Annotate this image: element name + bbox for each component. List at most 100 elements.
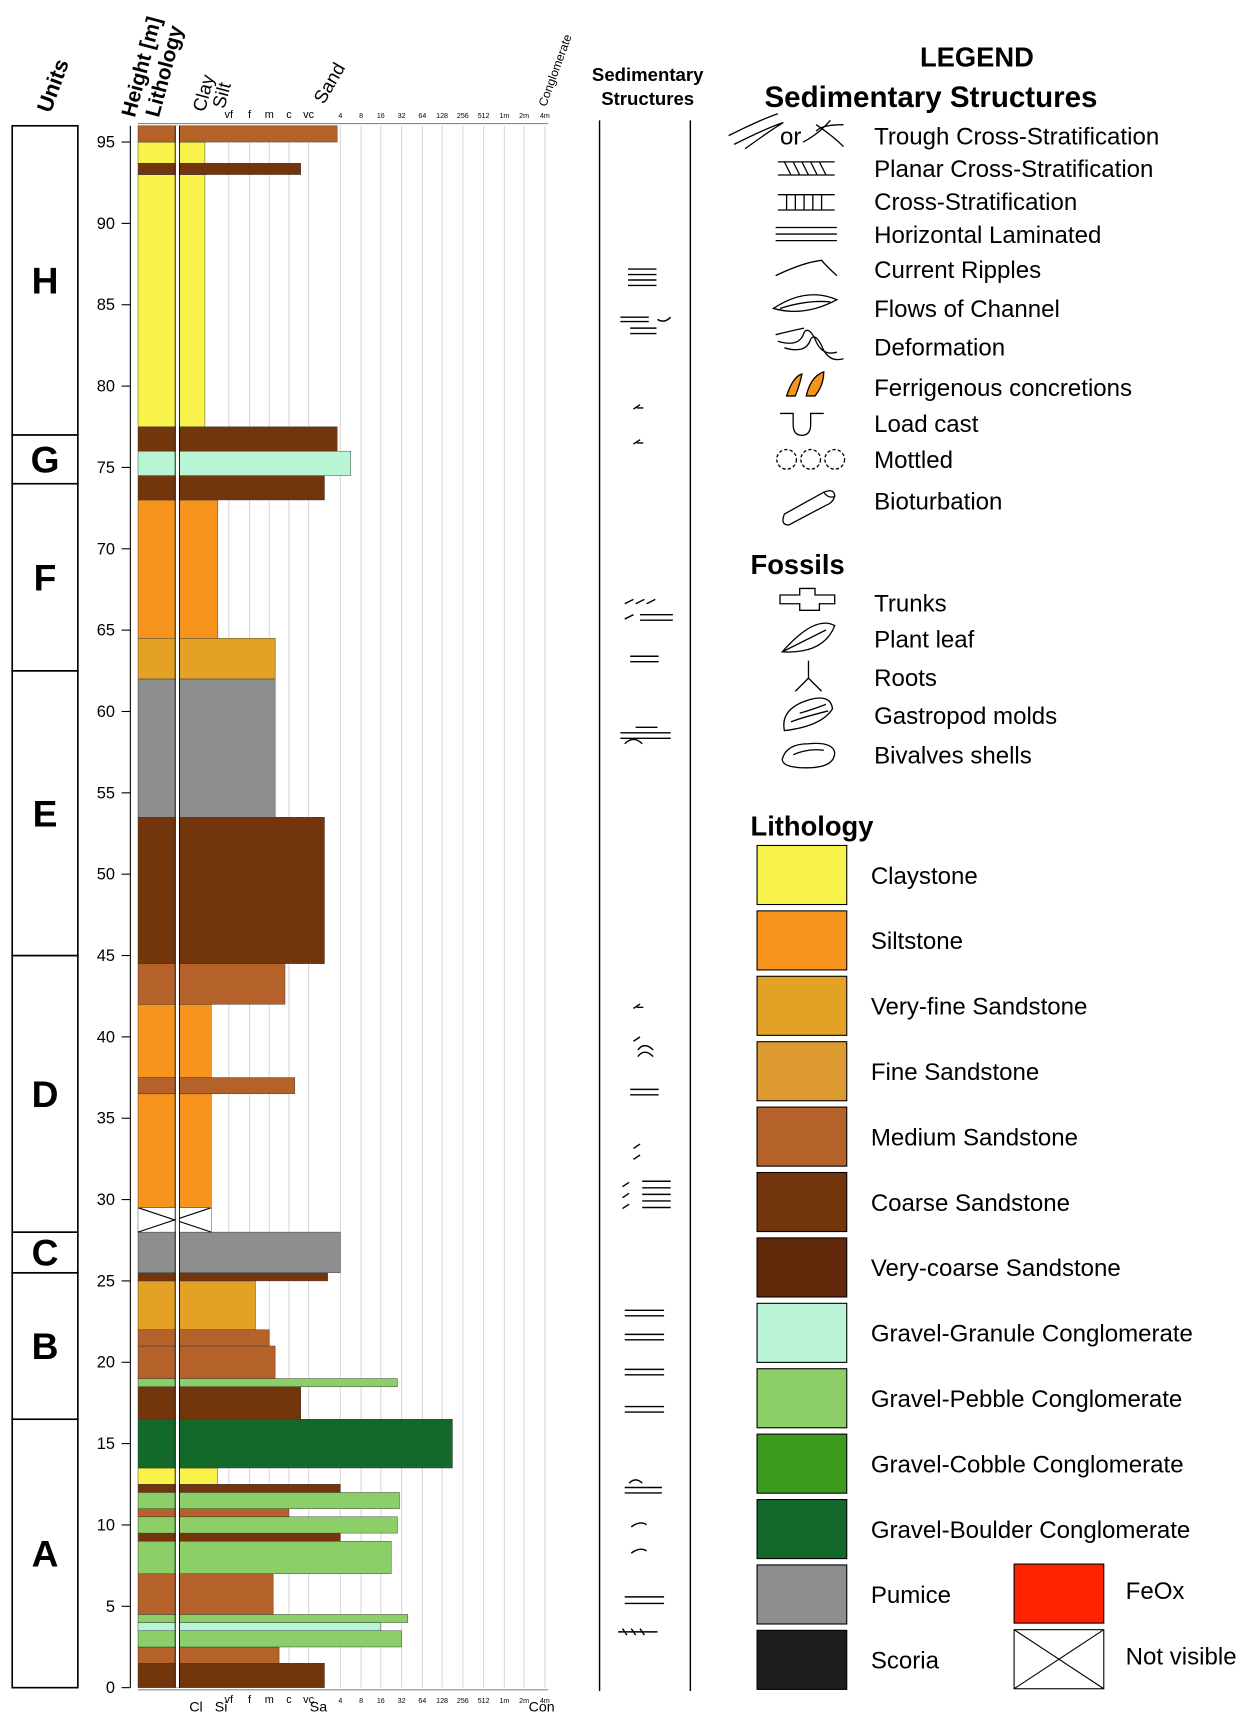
lithology-label: Claystone <box>871 863 978 890</box>
height-tick-label: 90 <box>97 215 115 233</box>
lithology-swatch <box>757 1434 847 1493</box>
grain-tick-label: 16 <box>377 112 385 120</box>
lithology-swatch <box>757 1565 847 1624</box>
structures-header: Structures <box>601 88 694 109</box>
height-tick-label: 35 <box>97 1110 115 1128</box>
bed <box>138 1663 324 1687</box>
grain-tick-label: 32 <box>398 1697 406 1705</box>
bed <box>138 964 285 1005</box>
bed <box>138 1574 273 1615</box>
lithology-label: Coarse Sandstone <box>871 1190 1070 1217</box>
grain-tick-label: 128 <box>436 112 448 120</box>
legend-subtitle: Lithology <box>751 811 875 842</box>
bed <box>138 1346 275 1379</box>
bed <box>138 638 275 679</box>
figure: vfvfffmmccvcvc44881616323264641281282562… <box>0 0 1256 1715</box>
lithology-swatch <box>757 911 847 970</box>
bed <box>138 1387 301 1420</box>
bed <box>138 1078 295 1094</box>
grain-tick-label: c <box>286 1694 292 1706</box>
structure-label: Mottled <box>874 447 953 474</box>
extra-label: FeOx <box>1126 1578 1185 1605</box>
bed <box>138 1623 381 1631</box>
structure-label: Current Ripples <box>874 257 1041 284</box>
height-tick-label: 60 <box>97 703 115 721</box>
height-tick-label: 20 <box>97 1354 115 1372</box>
grain-tick-label: 512 <box>478 1697 490 1705</box>
grain-class-bottom: Sa <box>310 1700 327 1715</box>
bed <box>138 1232 340 1273</box>
grain-tick-label: f <box>248 1694 252 1706</box>
grain-tick-label: 8 <box>359 1697 363 1705</box>
lithology-swatch <box>757 1107 847 1166</box>
page: {"header": {"units": "Units", "height": … <box>0 0 1256 1715</box>
structure-label: Flows of Channel <box>874 296 1060 323</box>
height-tick-label: 15 <box>97 1435 115 1453</box>
lithology-swatch <box>757 1369 847 1428</box>
bed <box>138 1484 340 1492</box>
structure-label: Deformation <box>874 334 1005 361</box>
grain-tick-label: 1m <box>499 112 509 120</box>
legend-icons <box>729 114 845 768</box>
unit-label: G <box>31 438 60 480</box>
fossil-label: Roots <box>874 665 937 692</box>
height-tick-label: 55 <box>97 784 115 802</box>
lithology-label: Gravel-Pebble Conglomerate <box>871 1386 1182 1413</box>
lithology-label: Scoria <box>871 1648 940 1675</box>
bed <box>138 175 205 427</box>
lithology-label: Pumice <box>871 1582 951 1609</box>
bed <box>138 1509 289 1517</box>
height-tick-label: 80 <box>97 378 115 396</box>
lithology-label: Very-fine Sandstone <box>871 994 1088 1021</box>
lithology-label: Gravel-Boulder Conglomerate <box>871 1517 1190 1544</box>
height-tick-label: 5 <box>106 1598 115 1616</box>
lithology-label: Very-coarse Sandstone <box>871 1255 1121 1282</box>
grain-class: Conglomerate <box>536 32 575 108</box>
grain-tick-label: 256 <box>457 112 469 120</box>
height-tick-label: 95 <box>97 134 115 152</box>
unit-label: E <box>33 792 58 834</box>
legend-title: LEGEND <box>920 42 1034 73</box>
height-tick-label: 70 <box>97 540 115 558</box>
units-header: Units <box>32 56 74 116</box>
structure-label: Load cast <box>874 411 979 438</box>
unit-label: A <box>32 1533 59 1575</box>
grain-tick-label: f <box>248 109 252 121</box>
legend-subtitle: Sedimentary Structures <box>764 81 1097 114</box>
grain-tick-label: 16 <box>377 1697 385 1705</box>
unit-label: D <box>32 1073 59 1115</box>
grain-class-bottom: Con <box>529 1700 555 1715</box>
grain-class-bottom: Cl <box>189 1700 202 1715</box>
unit-label: C <box>32 1232 59 1274</box>
lithology-swatch <box>757 1238 847 1297</box>
lithology-label: Fine Sandstone <box>871 1059 1039 1086</box>
height-tick-label: 25 <box>97 1272 115 1290</box>
bed <box>138 126 337 142</box>
grain-tick-label: 4 <box>338 1697 342 1705</box>
grain-tick-label: m <box>265 109 274 121</box>
structure-label: Cross-Stratification <box>874 189 1077 216</box>
structures-column <box>600 120 691 1691</box>
extra-label: Not visible <box>1126 1644 1237 1671</box>
grain-tick-label: 128 <box>436 1697 448 1705</box>
structure-label: Bioturbation <box>874 489 1002 516</box>
legend-or: or <box>780 123 801 150</box>
lithology-swatch <box>757 1303 847 1362</box>
bed <box>138 163 301 174</box>
grain-tick-label: 64 <box>418 112 426 120</box>
grain-tick-label: vf <box>225 109 234 121</box>
lithology-swatch <box>757 976 847 1035</box>
grain-tick-label: c <box>286 109 292 121</box>
bed <box>138 1004 211 1077</box>
lithology-label: Gravel-Granule Conglomerate <box>871 1321 1193 1348</box>
bed <box>138 1094 211 1208</box>
grain-tick-label: 1m <box>499 1697 509 1705</box>
bed <box>138 451 351 475</box>
lithology-label: Gravel-Cobble Conglomerate <box>871 1451 1184 1478</box>
height-tick-label: 85 <box>97 296 115 314</box>
grain-tick-label: 4 <box>338 112 342 120</box>
bed <box>138 1533 340 1541</box>
grain-tick-label: vc <box>303 109 314 121</box>
lithology-swatch <box>757 1500 847 1559</box>
fossil-label: Trunks <box>874 590 947 617</box>
